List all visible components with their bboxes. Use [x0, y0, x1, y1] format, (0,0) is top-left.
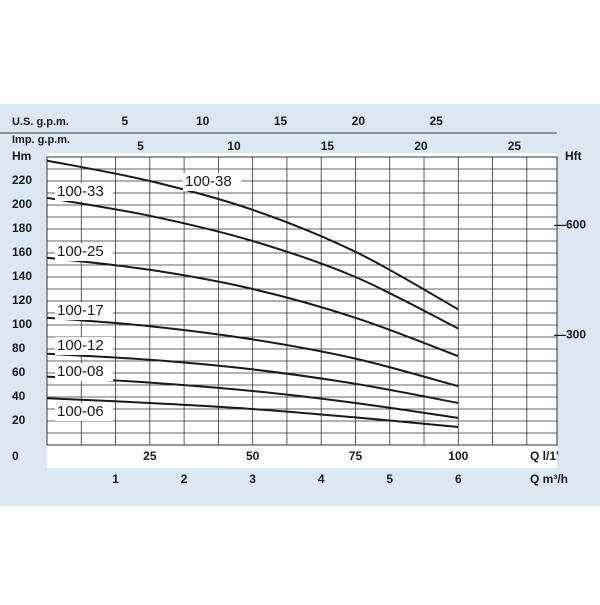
y-tick-label: 100 — [12, 317, 32, 331]
curve-label: 100-08 — [57, 363, 104, 380]
y-tick-label: 20 — [12, 413, 26, 427]
x-axis-label: Q l/1' — [530, 449, 559, 463]
y-tick-label: 60 — [12, 365, 26, 379]
x2-tick-label: 5 — [386, 472, 393, 486]
curve-label: 100-12 — [57, 337, 104, 354]
y-axis-label: Hm — [12, 149, 31, 163]
x2-tick-label: 3 — [249, 472, 256, 486]
top-axis-label: U.S. g.p.m. — [12, 116, 69, 128]
x-tick-label: 25 — [143, 449, 157, 463]
curve-label: 100-06 — [57, 403, 104, 420]
curve-label-bg — [55, 302, 113, 320]
x2-tick-label: 1 — [112, 472, 119, 486]
y2-tick-label: —300 — [554, 327, 586, 341]
x-tick-label: 50 — [246, 449, 260, 463]
curve — [46, 352, 459, 404]
y-tick-label: 180 — [12, 221, 32, 235]
y2-tick-label: —600 — [554, 218, 586, 232]
y-tick-label: 220 — [12, 173, 32, 187]
curve-label: 100-38 — [185, 173, 232, 190]
y-tick-label: 0 — [12, 449, 19, 463]
x-tick-label: 100 — [448, 449, 468, 463]
curve — [46, 316, 459, 388]
curve-label: 100-33 — [57, 183, 104, 200]
plot-area — [47, 153, 557, 468]
curve-label-bg — [55, 363, 113, 381]
x2-tick-label: 6 — [455, 472, 462, 486]
curve — [46, 159, 459, 311]
curve — [46, 256, 459, 358]
curve-label-bg — [55, 403, 113, 421]
top-tick-label: 25 — [508, 139, 522, 153]
y-tick-label: 40 — [12, 389, 26, 403]
curve — [46, 397, 459, 428]
top-tick-label: 20 — [414, 139, 428, 153]
curve-label-bg — [55, 337, 113, 355]
top-tick-label: 15 — [321, 139, 335, 153]
y2-axis-label: Hft — [565, 149, 582, 163]
plot-frame — [46, 156, 558, 446]
curve — [46, 375, 459, 419]
top-tick-label: 10 — [227, 139, 241, 153]
top-tick-label: 20 — [352, 114, 366, 128]
top-tick-label: 5 — [137, 139, 144, 153]
y-tick-label: 200 — [12, 197, 32, 211]
curve-label-bg — [183, 173, 241, 191]
top-tick-label: 5 — [121, 114, 128, 128]
curve-label-bg — [55, 183, 113, 201]
top-tick-label: 15 — [274, 114, 288, 128]
x2-tick-label: 4 — [318, 472, 325, 486]
curve — [46, 196, 459, 330]
curve-label: 100-17 — [57, 302, 104, 319]
y-tick-label: 160 — [12, 245, 32, 259]
x2-tick-label: 2 — [181, 472, 188, 486]
top-axis-label: Imp. g.p.m. — [12, 134, 70, 146]
y-tick-label: 140 — [12, 269, 32, 283]
x2-axis-label: Q m³/h — [530, 472, 568, 486]
x-tick-label: 75 — [349, 449, 363, 463]
curve-label-bg — [55, 243, 113, 261]
top-tick-label: 10 — [196, 114, 210, 128]
curve-label: 100-25 — [57, 243, 104, 260]
y-tick-label: 80 — [12, 341, 26, 355]
top-tick-label: 25 — [430, 114, 444, 128]
y-tick-label: 120 — [12, 293, 32, 307]
